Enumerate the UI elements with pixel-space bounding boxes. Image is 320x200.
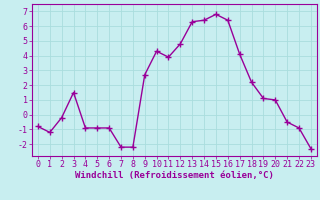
X-axis label: Windchill (Refroidissement éolien,°C): Windchill (Refroidissement éolien,°C) bbox=[75, 171, 274, 180]
